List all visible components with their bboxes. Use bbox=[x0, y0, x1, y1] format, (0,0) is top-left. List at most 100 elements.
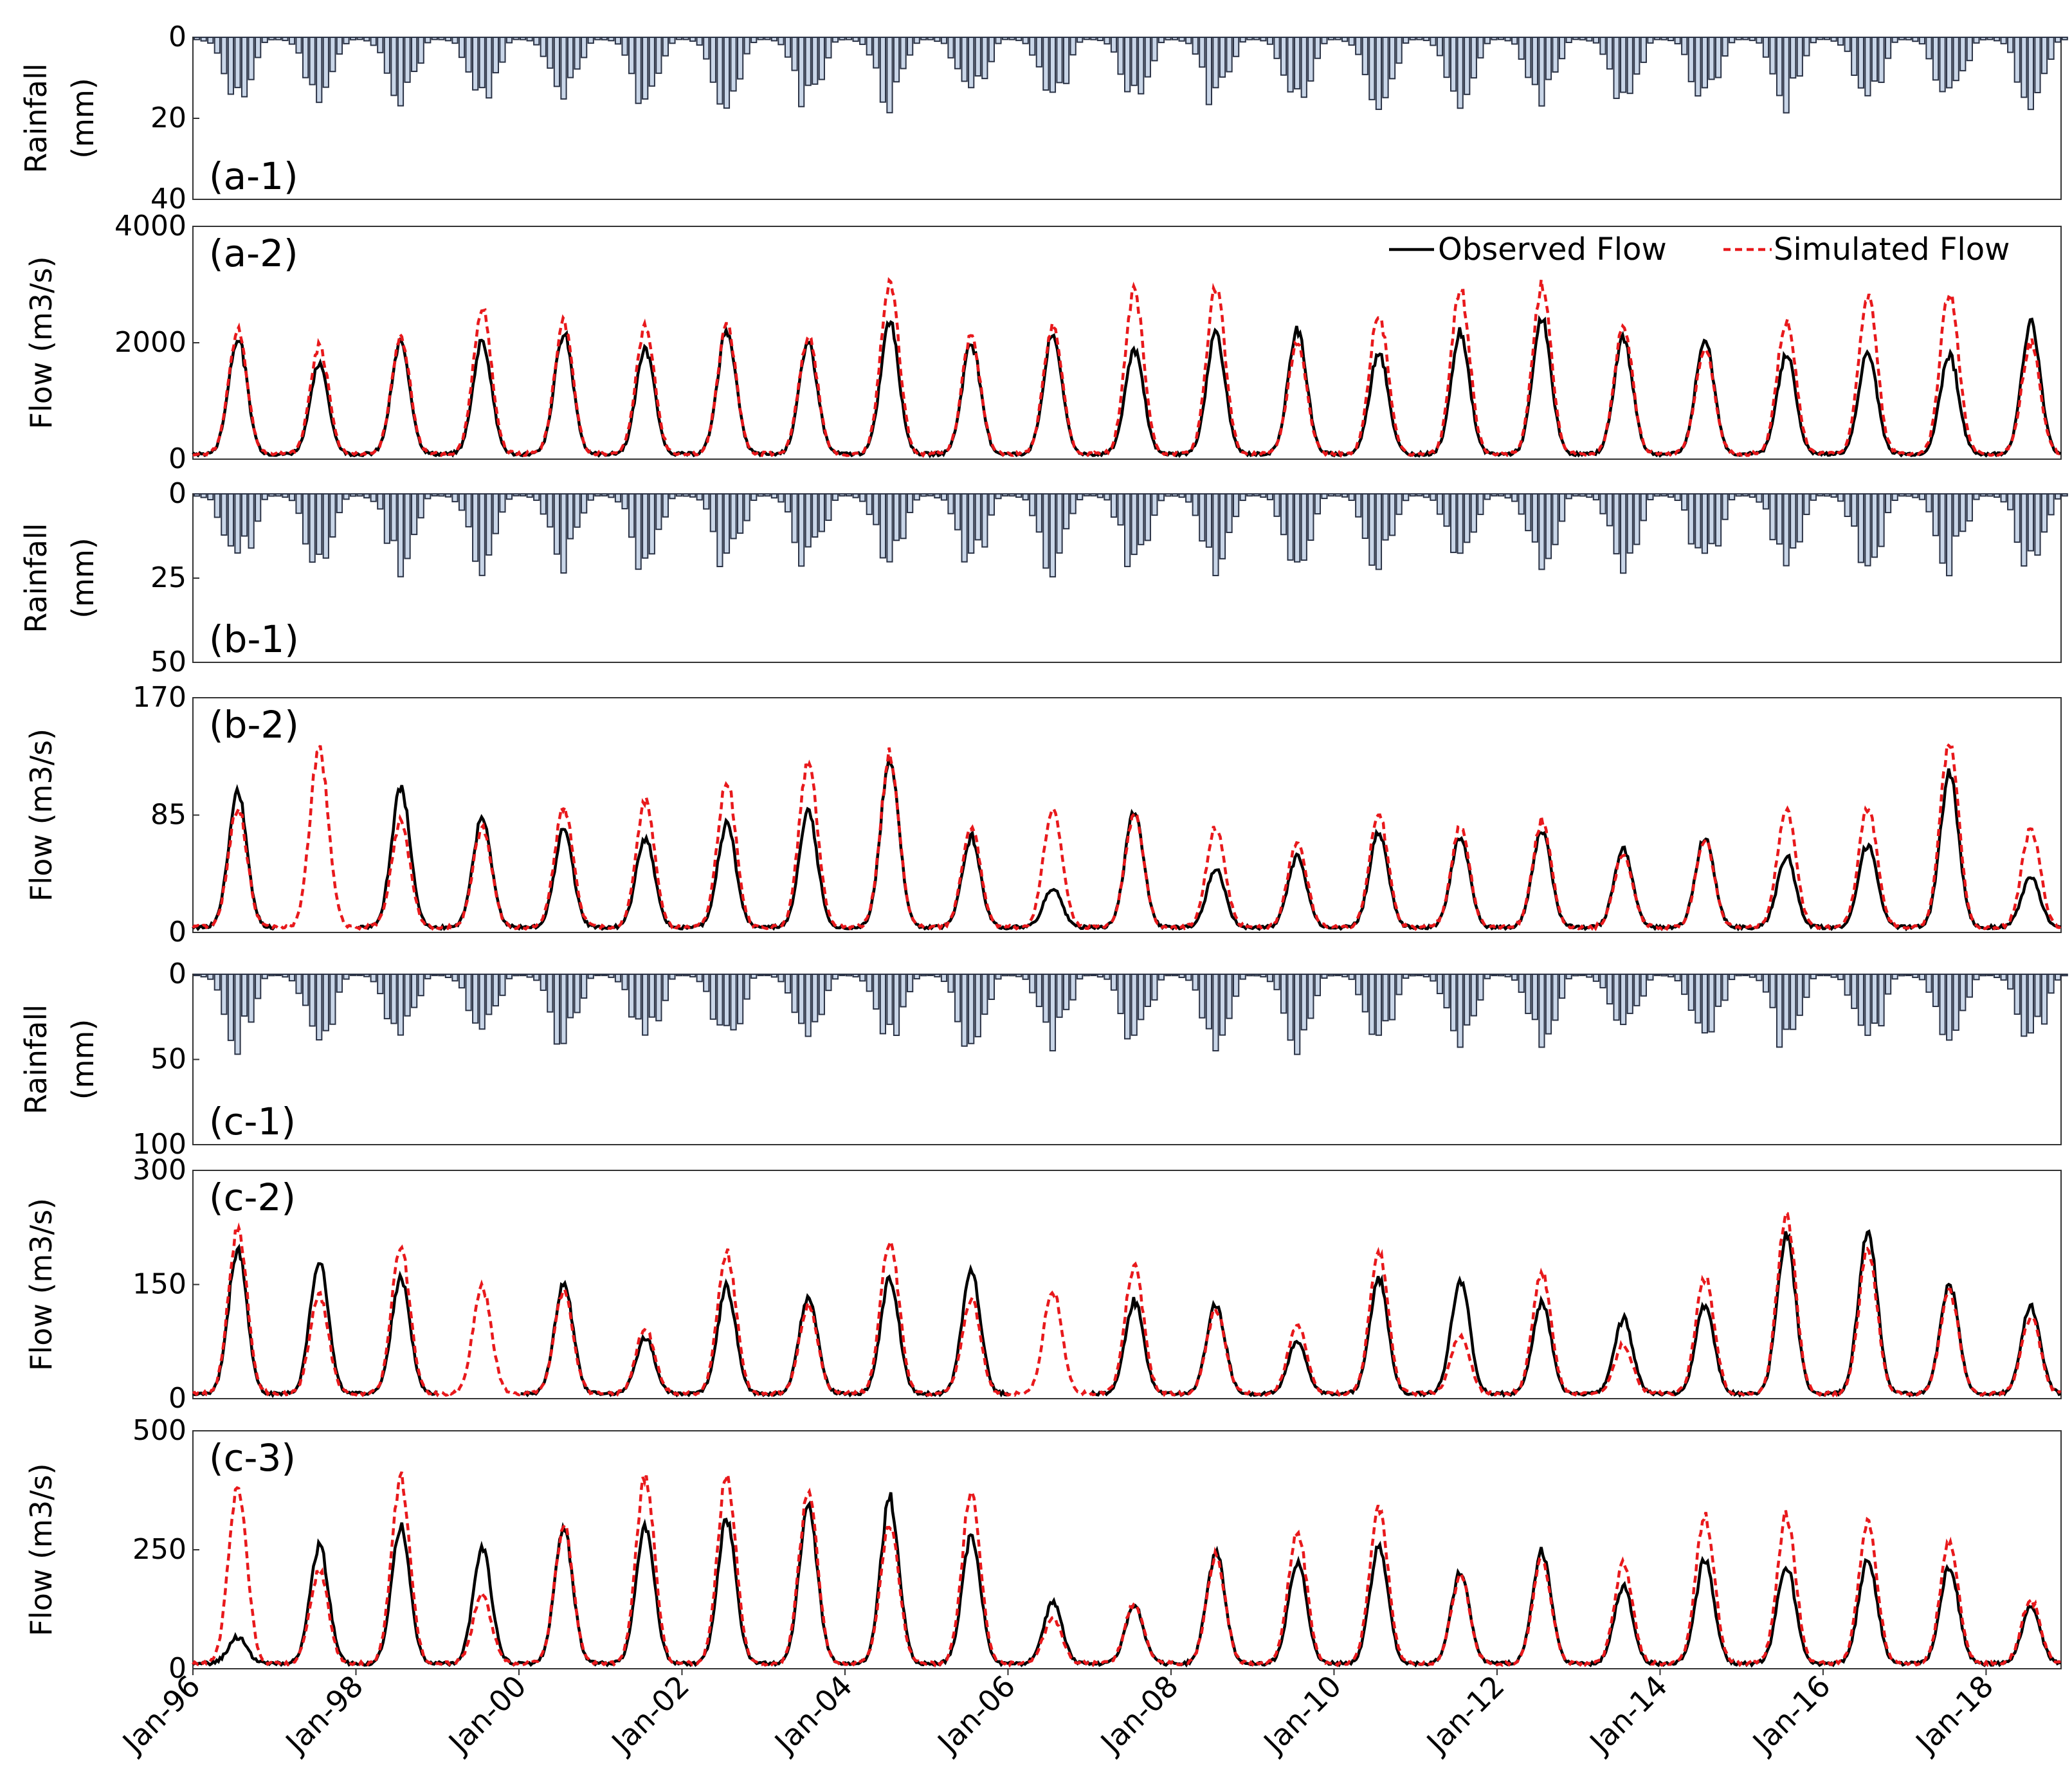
rain-bar bbox=[1864, 974, 1871, 1036]
rain-bar bbox=[886, 37, 893, 114]
rain-bar bbox=[2021, 493, 2028, 567]
rain-bar bbox=[940, 974, 948, 983]
panel-label: (a-2) bbox=[209, 232, 298, 275]
rain-bar bbox=[1449, 493, 1457, 554]
rain-bar bbox=[2048, 37, 2055, 60]
rain-bar bbox=[981, 493, 988, 548]
rain-bar bbox=[1049, 974, 1057, 1051]
rain-bar bbox=[1260, 37, 1267, 42]
rain-bar bbox=[866, 493, 873, 515]
rain-bar bbox=[703, 493, 710, 510]
rain-bar bbox=[431, 37, 438, 41]
rain-bar bbox=[777, 37, 785, 46]
rain-bar bbox=[1436, 493, 1444, 515]
rain-bar bbox=[940, 37, 948, 44]
rain-bar bbox=[1864, 493, 1871, 567]
rain-bar bbox=[1253, 974, 1260, 977]
rain-bar bbox=[1327, 37, 1335, 41]
rain-bar bbox=[784, 37, 792, 58]
rain-bar bbox=[1239, 37, 1246, 43]
rain-bar bbox=[1946, 974, 1953, 1041]
rain-bar bbox=[1735, 493, 1742, 497]
rain-bar bbox=[343, 37, 350, 44]
rain-bar bbox=[1422, 974, 1430, 977]
rain-bar bbox=[947, 37, 954, 59]
rain-bar bbox=[268, 37, 275, 41]
simulated-flow-line bbox=[192, 1471, 2062, 1668]
rain-bar bbox=[791, 974, 798, 1013]
panel-label: (c-1) bbox=[209, 1100, 296, 1143]
rain-bar bbox=[1898, 37, 1905, 41]
rain-bar bbox=[275, 974, 282, 976]
rain-bar bbox=[1871, 974, 1878, 1024]
rain-bar bbox=[322, 37, 329, 88]
rain-bar bbox=[560, 974, 567, 1044]
rain-bar bbox=[567, 37, 574, 78]
rain-bar bbox=[839, 493, 846, 497]
rain-bar bbox=[329, 974, 336, 1025]
rain-bar bbox=[1701, 493, 1709, 554]
rain-bar bbox=[1803, 974, 1810, 998]
rain-bar bbox=[995, 493, 1002, 500]
y-tick-label: 300 bbox=[132, 1154, 186, 1186]
rain-bar bbox=[1375, 974, 1383, 1036]
rain-bar bbox=[255, 974, 262, 999]
rain-bar bbox=[1165, 974, 1172, 977]
rain-bar bbox=[1185, 974, 1192, 981]
rain-bar bbox=[689, 37, 696, 42]
y-tick-label: 2000 bbox=[114, 326, 186, 359]
rain-bar bbox=[1443, 493, 1450, 527]
y-axis-label: Flow (m3/s) bbox=[24, 729, 59, 902]
panel-c-3: 0 250 500 Flow (m3/s) (c-3) bbox=[24, 1414, 2062, 1685]
rain-bar bbox=[1647, 37, 1654, 44]
rain-bar bbox=[723, 974, 731, 1026]
observed-flow-line bbox=[192, 1492, 2062, 1668]
rain-bar bbox=[1640, 493, 1647, 522]
rain-bar bbox=[444, 37, 452, 42]
rain-bar bbox=[1810, 37, 1817, 44]
rain-bar bbox=[1205, 493, 1212, 548]
rain-bar bbox=[1952, 493, 1959, 537]
rain-bar bbox=[417, 493, 424, 519]
rain-bar bbox=[1062, 493, 1070, 530]
rain-bar bbox=[316, 37, 323, 104]
y-axis-label: Flow (m3/s) bbox=[24, 1463, 59, 1636]
rain-bar bbox=[424, 37, 432, 44]
rain-bar bbox=[940, 493, 948, 501]
rain-bar bbox=[404, 37, 411, 83]
rain-bar bbox=[1925, 974, 1932, 993]
rain-bar bbox=[968, 493, 975, 554]
rain-bar bbox=[451, 974, 459, 982]
rain-bar bbox=[1430, 974, 1437, 982]
rain-bar bbox=[526, 37, 533, 42]
rain-bar bbox=[1001, 974, 1009, 977]
rain-bar bbox=[2027, 493, 2035, 552]
rain-bar bbox=[635, 37, 642, 104]
legend: Observed Flow Simulated Flow bbox=[1389, 232, 2010, 268]
observed-flow-line bbox=[192, 784, 276, 932]
y-tick-label: 85 bbox=[150, 799, 186, 831]
rain-bar bbox=[750, 37, 758, 44]
rain-bar bbox=[261, 493, 268, 500]
rain-bar bbox=[1565, 493, 1572, 500]
rain-bar bbox=[1388, 493, 1396, 536]
rain-bar bbox=[241, 493, 248, 537]
rain-bar bbox=[1504, 493, 1511, 499]
rain-bar bbox=[1667, 493, 1675, 498]
rain-bar bbox=[200, 37, 207, 42]
rain-bar bbox=[974, 37, 981, 77]
rain-bar bbox=[1077, 37, 1084, 43]
rain-bar bbox=[920, 493, 927, 497]
rain-bar bbox=[1205, 37, 1212, 105]
rain-bar bbox=[913, 37, 920, 44]
rain-bar bbox=[1776, 493, 1783, 545]
rain-bar bbox=[1633, 974, 1640, 1006]
rain-bar bbox=[1660, 974, 1668, 977]
rain-bar bbox=[1049, 493, 1057, 577]
rain-bar bbox=[1973, 974, 1980, 981]
rain-bar bbox=[1457, 37, 1464, 109]
rain-bar bbox=[1321, 493, 1328, 500]
rain-bar bbox=[1029, 974, 1036, 994]
rain-bar bbox=[1986, 37, 1994, 41]
rain-bar bbox=[675, 974, 683, 977]
